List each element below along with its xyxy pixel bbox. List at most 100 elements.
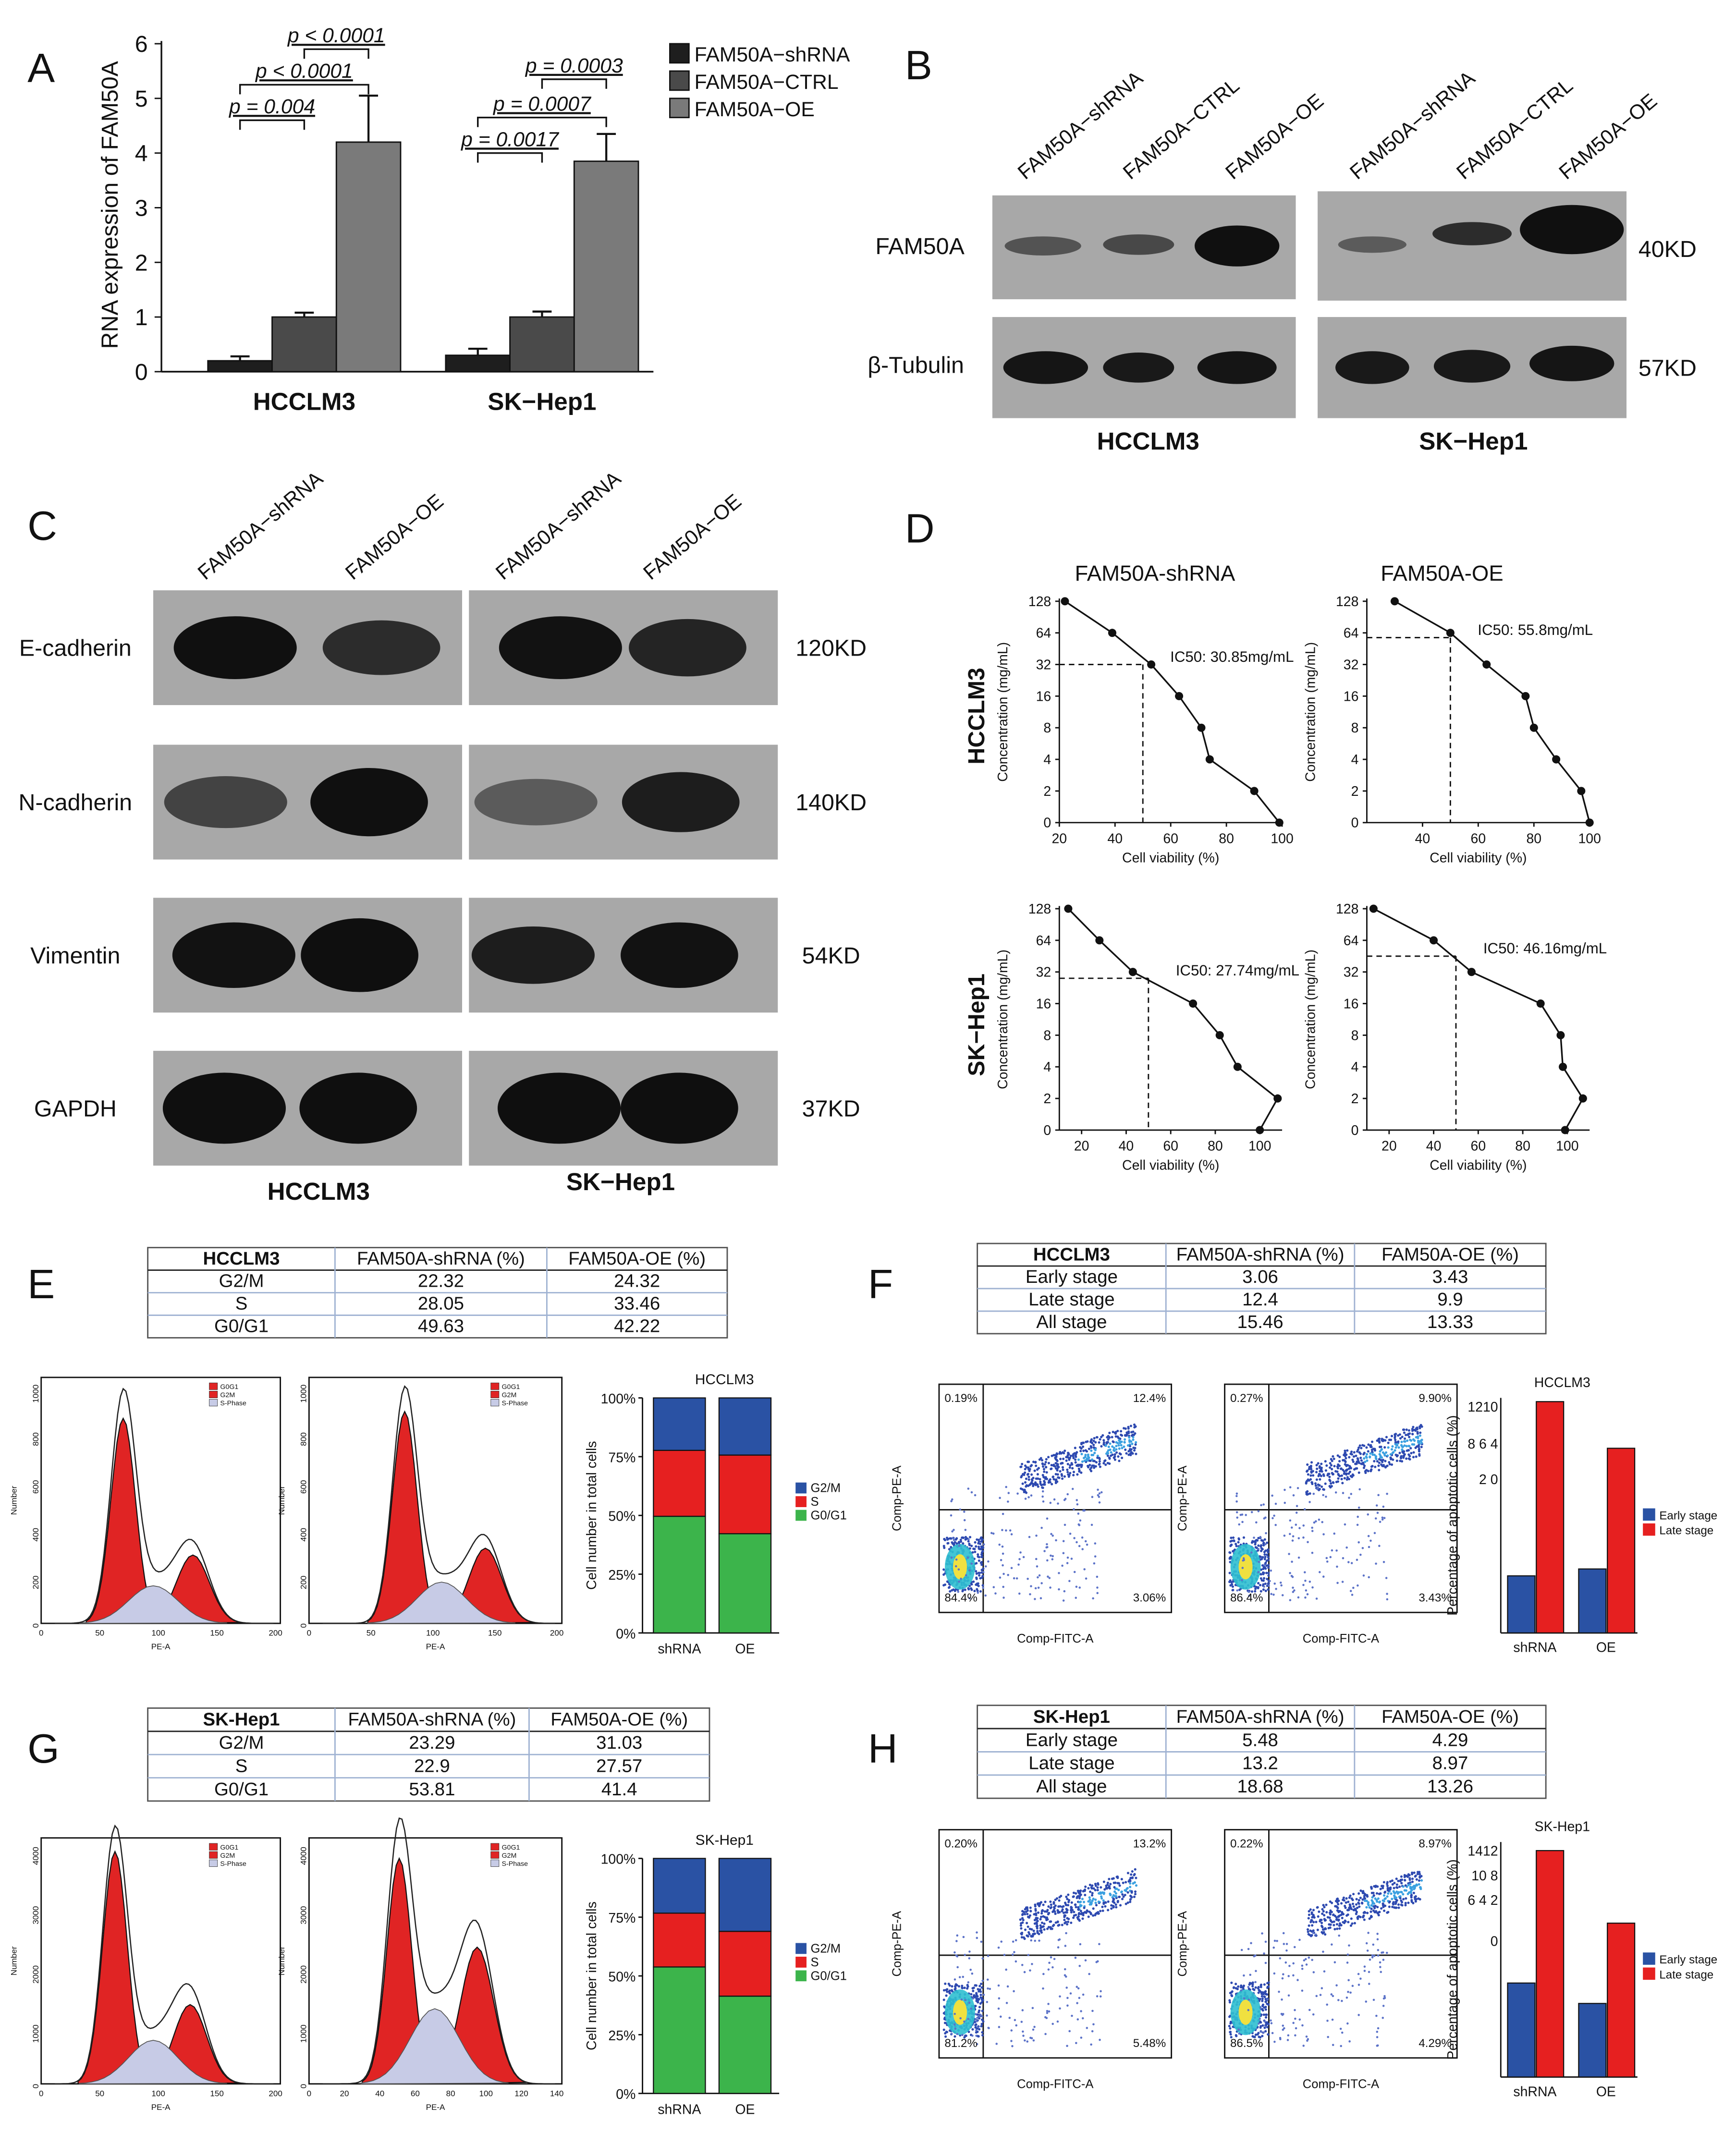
event-dot <box>1266 1577 1269 1581</box>
event-dot <box>1410 1439 1413 1442</box>
event-dot <box>1033 1922 1036 1925</box>
event-dot <box>1040 1921 1044 1924</box>
legend-swatch <box>490 1859 500 1867</box>
event-dot <box>1072 1457 1075 1460</box>
event-dot <box>1247 1986 1250 1988</box>
event-dot <box>1336 1927 1339 1930</box>
event-dot <box>1271 1517 1274 1520</box>
event-dot <box>1413 1896 1416 1899</box>
band <box>1335 351 1409 384</box>
event-dot <box>1408 1455 1411 1458</box>
event-dot <box>975 1572 978 1575</box>
event-dot <box>1396 1454 1399 1457</box>
event-dot <box>950 2033 953 2035</box>
event-dot <box>1315 1995 1318 1998</box>
event-dot <box>1324 1469 1327 1472</box>
event-dot <box>1106 1881 1109 1884</box>
event-dot <box>1054 1473 1057 1475</box>
event-dot <box>1412 1456 1415 1459</box>
event-dot <box>954 2012 956 2015</box>
quadrant-value: 3.06% <box>1133 1591 1166 1604</box>
event-dot <box>1029 1969 1031 1972</box>
event-dot <box>1284 1501 1286 1504</box>
data-point <box>1390 597 1399 606</box>
event-dot <box>1040 1484 1043 1486</box>
event-dot <box>1320 1469 1322 1472</box>
event-dot <box>1115 1895 1118 1898</box>
x-tick-label: 100 <box>1578 831 1601 846</box>
event-dot <box>1088 1463 1091 1466</box>
event-dot <box>1259 1983 1263 1986</box>
event-dot <box>943 2022 947 2024</box>
x-tick-label: 40 <box>1119 1139 1134 1154</box>
event-dot <box>989 1987 991 1990</box>
event-dot <box>1327 2035 1329 2038</box>
event-dot <box>1407 1884 1410 1887</box>
event-dot <box>1104 1444 1107 1447</box>
event-dot <box>1126 1872 1129 1875</box>
event-dot <box>1232 1536 1235 1539</box>
event-dot <box>1029 1910 1032 1913</box>
event-dot <box>1369 1910 1372 1913</box>
event-dot <box>1235 2034 1237 2037</box>
event-dot <box>1379 1450 1381 1453</box>
event-dot <box>1243 1559 1245 1561</box>
event-dot <box>980 1540 983 1543</box>
event-dot <box>1064 1901 1067 1904</box>
event-dot <box>1066 1917 1069 1920</box>
event-dot <box>1238 1523 1241 1526</box>
panel-d-ic50-plots: FAM50A-shRNA FAM50A-OEHCCLM3SK−Hep1024816… <box>964 561 1607 1173</box>
event-dot <box>1059 1995 1061 1998</box>
event-dot <box>1383 1997 1386 1999</box>
event-dot <box>1257 1986 1260 1988</box>
event-dot <box>1084 1885 1087 1888</box>
x-tick-label: 0 <box>307 1629 312 1638</box>
event-dot <box>1130 1873 1133 1876</box>
event-dot <box>1259 1549 1263 1552</box>
bar <box>1607 1448 1636 1634</box>
density-core <box>1238 1999 1253 2025</box>
event-dot <box>1085 1450 1088 1453</box>
event-dot <box>1035 1558 1038 1560</box>
event-dot <box>978 1559 980 1562</box>
event-dot <box>1331 2018 1334 2021</box>
event-dot <box>1122 1881 1125 1884</box>
event-dot <box>975 2029 978 2032</box>
event-dot <box>1283 1535 1286 1537</box>
p-value: p = 0.0003 <box>525 54 623 77</box>
event-dot <box>1005 1529 1007 1532</box>
event-dot <box>1418 1886 1421 1889</box>
y-tick-label: 1210 <box>1467 1400 1498 1415</box>
event-dot <box>1344 1453 1347 1456</box>
y-axis-label: Comp-PE-A <box>890 1465 904 1531</box>
event-dot <box>1053 1958 1056 1961</box>
event-dot <box>1257 1582 1260 1584</box>
event-dot <box>1348 2040 1351 2043</box>
event-dot <box>1302 1524 1305 1527</box>
event-dot <box>1350 1450 1353 1453</box>
event-dot <box>1310 1913 1313 1915</box>
event-dot <box>1088 1896 1091 1899</box>
event-dot <box>967 1588 970 1591</box>
event-dot <box>1283 2027 1285 2030</box>
event-dot <box>1128 1878 1131 1881</box>
event-dot <box>1264 1589 1267 1592</box>
event-dot <box>1077 1464 1080 1467</box>
event-dot <box>1077 1908 1080 1911</box>
event-dot <box>1345 1457 1347 1460</box>
event-dot <box>1333 1928 1336 1931</box>
event-dot <box>1305 1491 1308 1494</box>
data-point <box>1064 904 1073 913</box>
event-dot <box>1131 1442 1134 1445</box>
event-dot <box>1390 1463 1394 1466</box>
event-dot <box>1267 1556 1270 1559</box>
x-tick-label: 40 <box>1415 831 1430 846</box>
event-dot <box>1263 1553 1266 1556</box>
event-dot <box>1361 1890 1364 1893</box>
event-dot <box>1349 1924 1353 1927</box>
event-dot <box>1233 1986 1235 1989</box>
event-dot <box>1322 1474 1325 1477</box>
event-dot <box>1363 1965 1366 1968</box>
